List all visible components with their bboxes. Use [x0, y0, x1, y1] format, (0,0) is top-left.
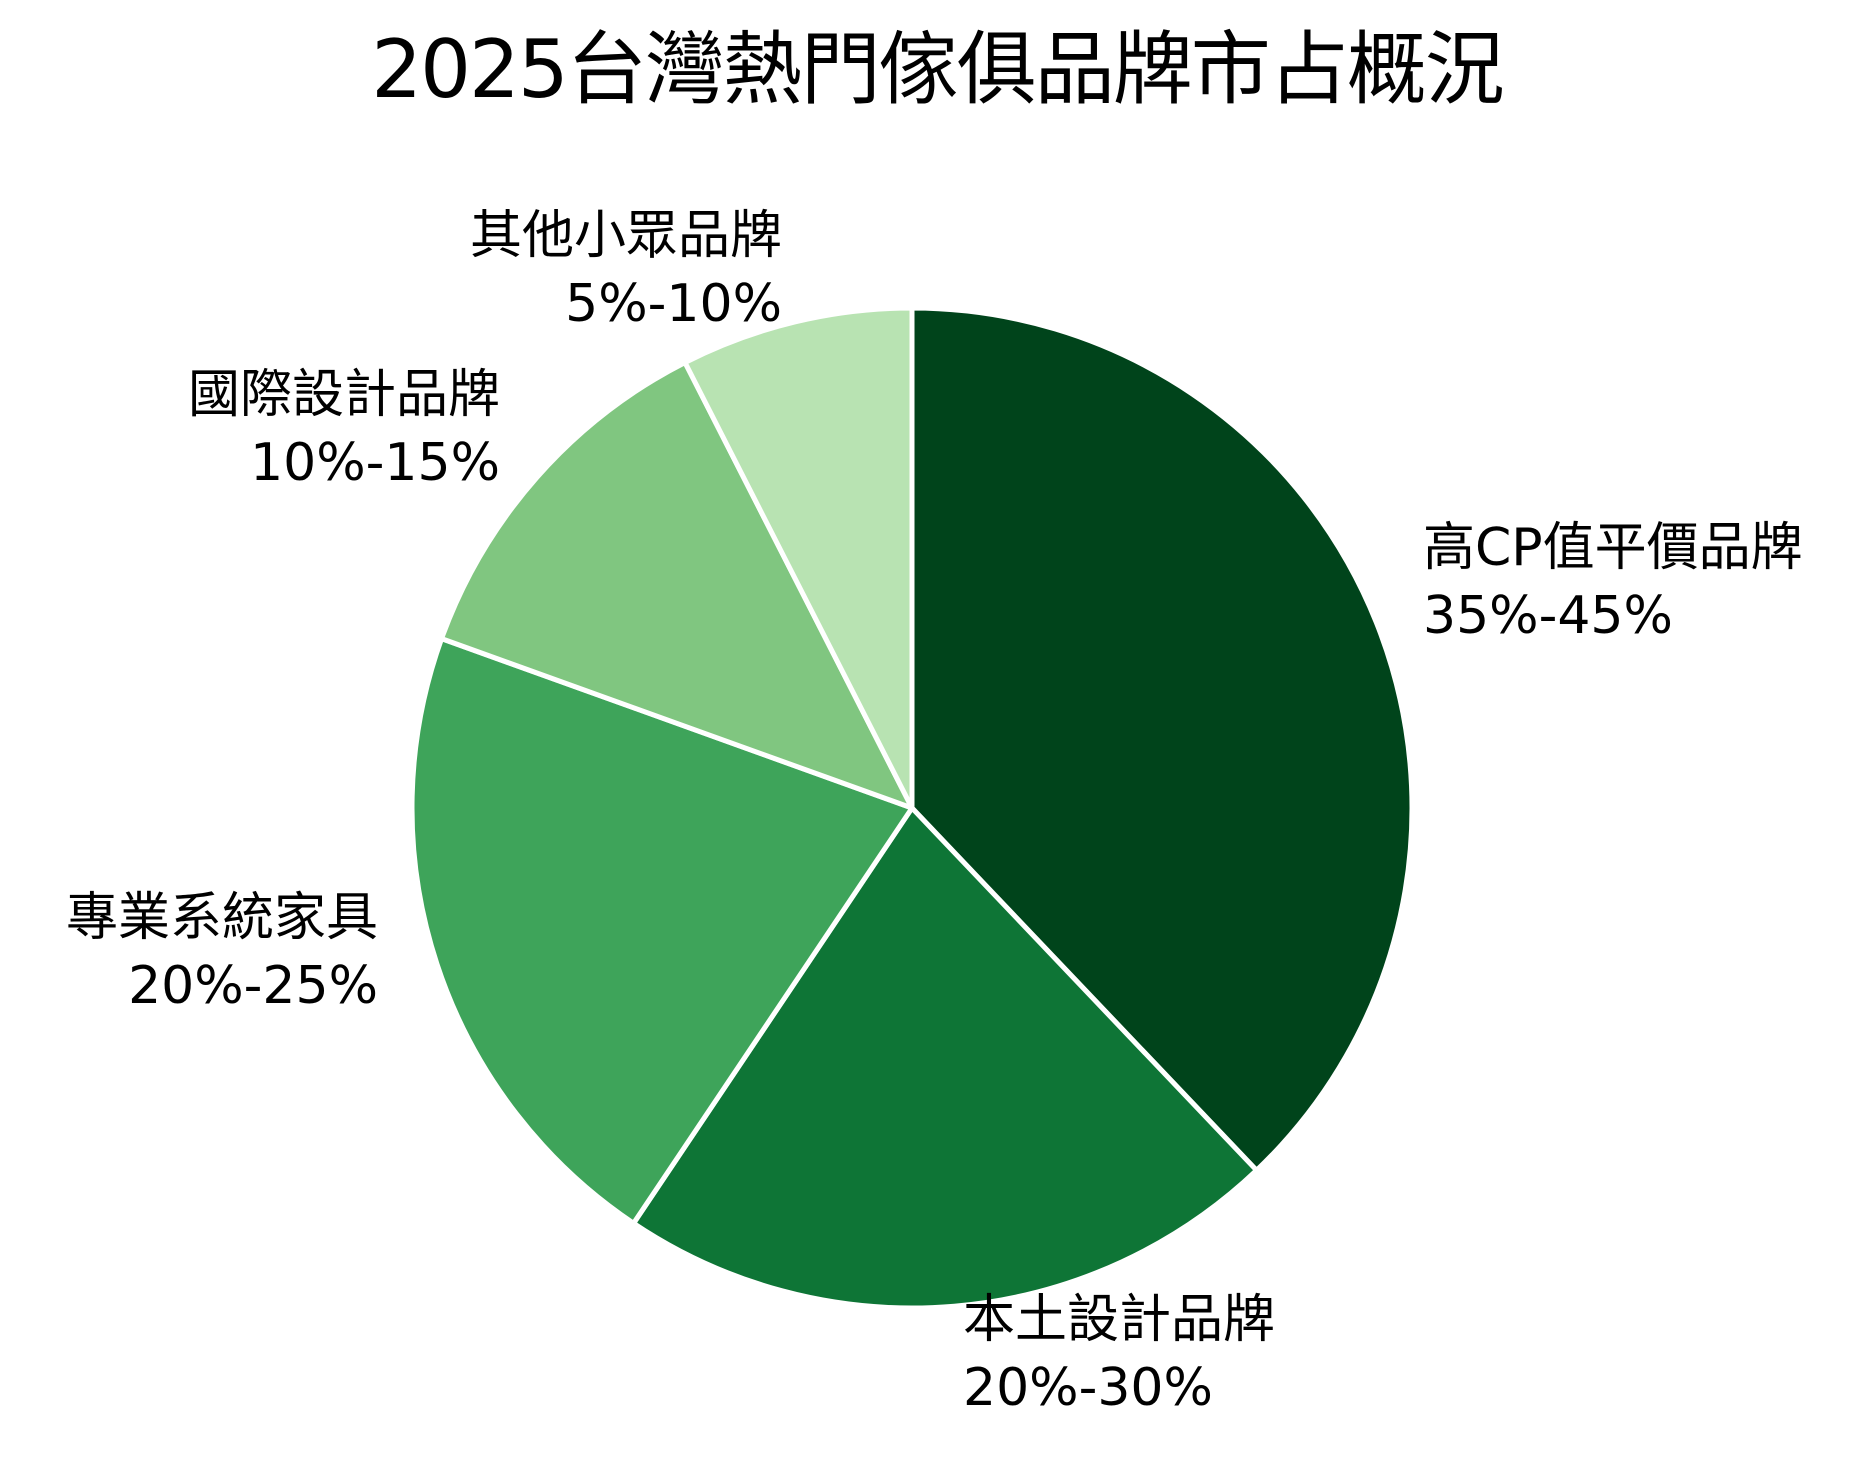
pie-slice-local-design	[631, 805, 1260, 1311]
label-name: 國際設計品牌	[187, 365, 500, 425]
pie-slices	[409, 305, 1415, 1311]
label-other-niche-brands: 其他小眾品牌 5%-10%	[470, 202, 782, 338]
label-range: 10%-15%	[250, 433, 500, 493]
label-name: 本土設計品牌	[963, 1290, 1276, 1350]
label-high-cp-brands: 高CP值平價品牌 35%-45%	[1423, 514, 1803, 650]
label-range: 5%-10%	[565, 274, 782, 334]
pie-slice-system-furniture	[409, 636, 915, 1226]
label-system-furniture: 專業系統家具 20%-25%	[66, 884, 378, 1020]
pie-slice-other-niche	[682, 305, 915, 811]
label-international-design-brands: 國際設計品牌 10%-15%	[188, 361, 500, 497]
label-range: 35%-45%	[1423, 586, 1673, 646]
label-range: 20%-25%	[128, 956, 378, 1016]
label-local-design-brands: 本土設計品牌 20%-30%	[963, 1286, 1275, 1422]
pie-slice-high-cp	[909, 305, 1415, 1173]
pie-slice-international-design	[439, 359, 915, 811]
label-name: 專業系統家具	[65, 888, 378, 948]
label-range: 20%-30%	[963, 1358, 1213, 1418]
chart-title: 2025台灣熱門傢俱品牌市占概況	[371, 23, 1505, 116]
label-name: 高CP值平價品牌	[1423, 518, 1803, 578]
label-name: 其他小眾品牌	[469, 206, 782, 266]
